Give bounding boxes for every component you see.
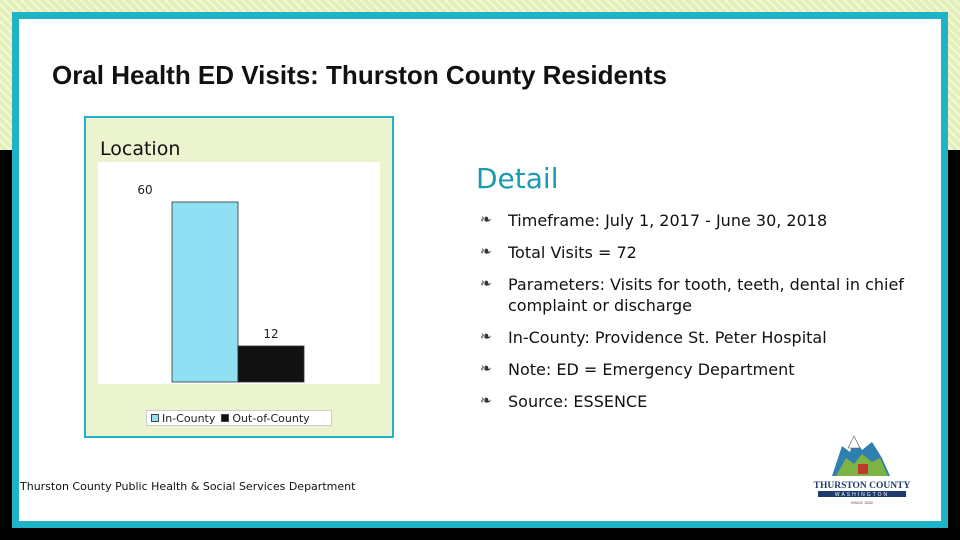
- detail-item-text: Total Visits = 72: [508, 243, 637, 262]
- logo-subtext: WASHINGTON: [835, 492, 889, 498]
- legend-label-out-of-county: Out-of-County: [232, 411, 310, 425]
- detail-item: ❧ Timeframe: July 1, 2017 - June 30, 2018: [476, 210, 916, 231]
- detail-item: ❧ Parameters: Visits for tooth, teeth, de…: [476, 274, 916, 316]
- leaf-bullet-icon: ❧: [480, 329, 492, 345]
- detail-item: ❧ Source: ESSENCE: [476, 391, 916, 412]
- legend-item-out-of-county: Out-of-County: [221, 411, 310, 425]
- detail-item-text: Parameters: Visits for tooth, teeth, den…: [508, 275, 904, 315]
- data-label-in-county: 60: [137, 183, 152, 197]
- legend-item-in-county: In-County: [151, 412, 215, 425]
- leaf-bullet-icon: ❧: [480, 276, 492, 292]
- logo-mountain: [847, 435, 861, 449]
- logo-building: [858, 464, 868, 474]
- chart-panel: Location 60 12 In-County Out-of-County: [84, 116, 394, 438]
- detail-item: ❧ In-County: Providence St. Peter Hospita…: [476, 327, 916, 348]
- chart-legend: In-County Out-of-County: [146, 410, 332, 426]
- logo-text: THURSTON COUNTY: [814, 481, 911, 491]
- logo-since: SINCE 1852: [851, 500, 874, 505]
- detail-heading: Detail: [476, 162, 559, 195]
- data-label-out-of-county: 12: [263, 327, 278, 341]
- legend-label-in-county: In-County: [162, 411, 216, 425]
- leaf-bullet-icon: ❧: [480, 393, 492, 409]
- legend-swatch-in-county: [151, 414, 159, 422]
- leaf-bullet-icon: ❧: [480, 212, 492, 228]
- footer-department: Thurston County Public Health & Social S…: [20, 480, 356, 493]
- leaf-bullet-icon: ❧: [480, 361, 492, 377]
- detail-item-text: Note: ED = Emergency Department: [508, 360, 795, 379]
- page-title: Oral Health ED Visits: Thurston County R…: [52, 60, 667, 90]
- detail-item: ❧ Total Visits = 72: [476, 242, 916, 263]
- logo-banner: [818, 491, 906, 497]
- bar-out-of-county: [237, 345, 305, 383]
- legend-swatch-out-of-county: [221, 414, 230, 422]
- detail-list: ❧ Timeframe: July 1, 2017 - June 30, 2018…: [476, 210, 916, 423]
- detail-item-text: Source: ESSENCE: [508, 392, 648, 411]
- detail-item-text: In-County: Providence St. Peter Hospital: [508, 328, 827, 347]
- leaf-bullet-icon: ❧: [480, 244, 492, 260]
- detail-item-text: Timeframe: July 1, 2017 - June 30, 2018: [508, 211, 828, 230]
- bar-in-county: [171, 201, 239, 383]
- chart-plot-area: 60 12: [98, 162, 380, 384]
- thurston-county-logo: THURSTON COUNTY WASHINGTON SINCE 1852: [814, 435, 911, 505]
- chart-panel-label: Location: [100, 138, 181, 160]
- detail-item: ❧ Note: ED = Emergency Department: [476, 359, 916, 380]
- bar-chart: 60 12: [137, 183, 305, 383]
